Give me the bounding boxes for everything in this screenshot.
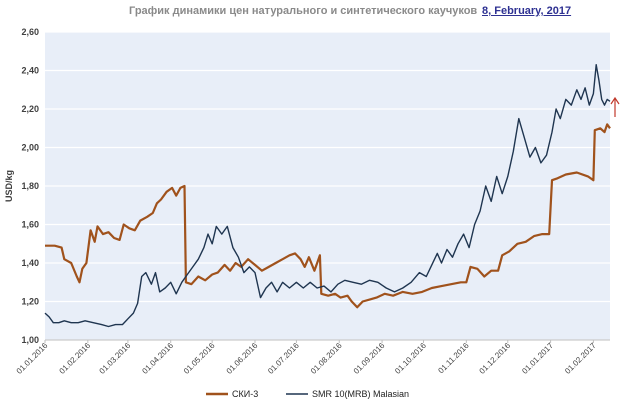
grid-lines: [45, 31, 610, 341]
y-axis-title: USD/kg: [4, 170, 14, 202]
x-tick-label: 01.10.2016: [393, 341, 428, 376]
legend-label: SMR 10(MRB) Malasian: [312, 389, 409, 399]
series-line-smr10: [44, 63, 611, 328]
chart-date-link[interactable]: 8, February, 2017: [482, 5, 572, 17]
y-tick-label: 1,60: [21, 220, 39, 230]
trend-up-arrow-icon: [610, 96, 620, 117]
x-tick-label: 01.01.2017: [520, 341, 555, 376]
x-tick-label: 01.09.2016: [352, 341, 387, 376]
series-line-ski3: [45, 123, 611, 309]
y-tick-label: 1,20: [21, 297, 39, 307]
y-tick-label: 1,00: [21, 335, 39, 345]
x-axis-ticks: 01.01.2016 01.02.2016 01.03.2016 01.04.2016…: [15, 340, 598, 376]
x-tick-label: 01.01.2016: [15, 341, 50, 376]
y-tick-label: 2,00: [21, 143, 39, 153]
y-tick-label: 2,60: [21, 27, 39, 37]
y-axis-ticks: 1,00 1,20 1,40 1,60 1,80 2,00 2,20 2,40 2,60: [21, 27, 39, 345]
x-tick-label: 01.05.2016: [182, 341, 217, 376]
x-tick-label: 01.08.2016: [309, 341, 344, 376]
x-tick-label: 01.02.2016: [58, 341, 93, 376]
series-lines: [44, 63, 611, 328]
x-tick-label: 01.07.2016: [266, 341, 301, 376]
x-tick-label: 01.11.2016: [436, 341, 471, 376]
x-tick-label: 01.04.2016: [140, 341, 175, 376]
x-tick-label: 01.03.2016: [98, 341, 133, 376]
y-tick-label: 1,40: [21, 258, 39, 268]
x-tick-label: 01.12.2016: [478, 341, 513, 376]
legend: СКИ-3 SMR 10(MRB) Malasian: [206, 389, 409, 399]
x-tick-label: 01.06.2016: [225, 341, 260, 376]
chart-title: График динамики цен натурального и синте…: [129, 5, 478, 17]
x-tick-label: 01.02.2017: [563, 341, 598, 376]
y-tick-label: 1,80: [21, 181, 39, 191]
legend-label: СКИ-3: [232, 389, 258, 399]
y-tick-label: 2,20: [21, 104, 39, 114]
trend-arrow-head: [610, 96, 620, 105]
y-tick-label: 2,40: [21, 66, 39, 76]
